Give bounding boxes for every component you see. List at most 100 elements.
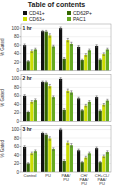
grid-line bbox=[21, 138, 111, 139]
bar bbox=[63, 110, 66, 121]
y-axis-label: % Gated bbox=[0, 139, 5, 157]
y-tick-label: 60 bbox=[14, 43, 20, 48]
error-bar bbox=[78, 46, 80, 49]
grid-line bbox=[21, 28, 111, 29]
error-bar bbox=[63, 58, 65, 61]
bar bbox=[102, 156, 105, 172]
error-bar bbox=[70, 42, 72, 45]
error-bar bbox=[31, 152, 33, 155]
y-axis-label: % Gated bbox=[0, 38, 5, 56]
bar bbox=[23, 147, 26, 172]
bar bbox=[23, 96, 26, 121]
bar bbox=[95, 46, 98, 71]
bar bbox=[30, 153, 33, 172]
error-bar bbox=[24, 146, 26, 149]
subplot: 020406080100% Gated1 hr bbox=[0, 24, 111, 73]
bar bbox=[99, 60, 102, 71]
bar bbox=[102, 54, 105, 71]
error-bar bbox=[67, 38, 69, 41]
x-tick-label-line: PU bbox=[99, 181, 105, 186]
y-tick-label: 20 bbox=[14, 161, 20, 166]
x-tick-label-line: Control bbox=[24, 173, 37, 178]
bar bbox=[99, 111, 102, 122]
bar bbox=[52, 97, 55, 121]
error-bar bbox=[85, 54, 87, 57]
bar bbox=[52, 46, 55, 70]
bar bbox=[81, 162, 84, 172]
error-bar bbox=[49, 84, 51, 87]
y-tick-label: 80 bbox=[14, 85, 20, 90]
grid-line bbox=[21, 78, 111, 79]
error-bar bbox=[34, 48, 36, 51]
legend-swatch bbox=[67, 11, 71, 15]
error-bar bbox=[45, 81, 47, 84]
error-bar bbox=[78, 149, 80, 152]
y-tick-label: 100 bbox=[11, 76, 19, 81]
legend: CD41+CD62P+CD63+PAC1 bbox=[23, 10, 92, 22]
y-tick-label: 0 bbox=[16, 119, 19, 124]
bar bbox=[52, 149, 55, 172]
bar bbox=[70, 145, 73, 172]
y-tick-label: 40 bbox=[14, 153, 20, 158]
legend-label: CD63+ bbox=[29, 16, 45, 22]
bar bbox=[27, 112, 30, 121]
x-tick-label: CH/PAA/PU bbox=[80, 173, 90, 187]
y-tick-label: 100 bbox=[11, 26, 19, 31]
error-bar bbox=[42, 30, 44, 32]
bar bbox=[34, 151, 37, 172]
bar bbox=[59, 28, 62, 70]
bar bbox=[23, 45, 26, 70]
error-bar bbox=[24, 95, 26, 98]
y-tick-label: 100 bbox=[11, 127, 19, 132]
error-bar bbox=[34, 99, 36, 102]
error-bar bbox=[49, 34, 51, 37]
bar bbox=[84, 106, 87, 122]
bar bbox=[106, 49, 109, 70]
error-bar bbox=[96, 96, 98, 99]
error-bar bbox=[42, 81, 44, 83]
y-tick-label: 40 bbox=[14, 51, 20, 56]
error-bar bbox=[106, 48, 108, 51]
y-tick-label: 60 bbox=[14, 93, 20, 98]
error-bar bbox=[85, 104, 87, 107]
error-bar bbox=[52, 96, 54, 99]
bar bbox=[41, 133, 44, 172]
error-bar bbox=[88, 101, 90, 104]
error-bar bbox=[85, 156, 87, 159]
error-bar bbox=[78, 97, 80, 100]
y-tick-label: 60 bbox=[14, 144, 20, 149]
annotation: 1 hr bbox=[23, 25, 32, 31]
bar bbox=[99, 162, 102, 172]
y-tick-label: 0 bbox=[16, 170, 19, 175]
bar bbox=[88, 102, 91, 122]
error-bar bbox=[103, 53, 105, 56]
error-bar bbox=[99, 161, 101, 163]
bar bbox=[102, 105, 105, 122]
bar bbox=[27, 61, 30, 70]
error-bar bbox=[99, 110, 101, 112]
legend-label: PAC1 bbox=[73, 16, 86, 22]
bar bbox=[48, 138, 51, 172]
bar bbox=[77, 150, 80, 172]
bar bbox=[66, 91, 69, 122]
bar bbox=[81, 60, 84, 71]
error-bar bbox=[49, 137, 51, 140]
bar bbox=[45, 135, 48, 172]
plot-frame bbox=[21, 125, 111, 172]
bar bbox=[88, 50, 91, 70]
bar bbox=[45, 32, 48, 71]
error-bar bbox=[24, 44, 26, 47]
x-tick-label: PU bbox=[45, 173, 51, 178]
bar bbox=[81, 110, 84, 121]
bar bbox=[77, 98, 80, 121]
legend-swatch bbox=[67, 17, 71, 21]
bar bbox=[66, 40, 69, 71]
subplot: 020406080100% GatedControlPUPAA/PUCH/PAA… bbox=[0, 125, 111, 186]
error-bar bbox=[96, 45, 98, 48]
bar bbox=[66, 143, 69, 172]
x-tick-label-line: PU bbox=[81, 181, 87, 186]
x-tick-label-line: PU bbox=[45, 173, 51, 178]
y-tick-label: 20 bbox=[14, 110, 20, 115]
error-bar bbox=[67, 89, 69, 92]
error-bar bbox=[27, 60, 29, 62]
